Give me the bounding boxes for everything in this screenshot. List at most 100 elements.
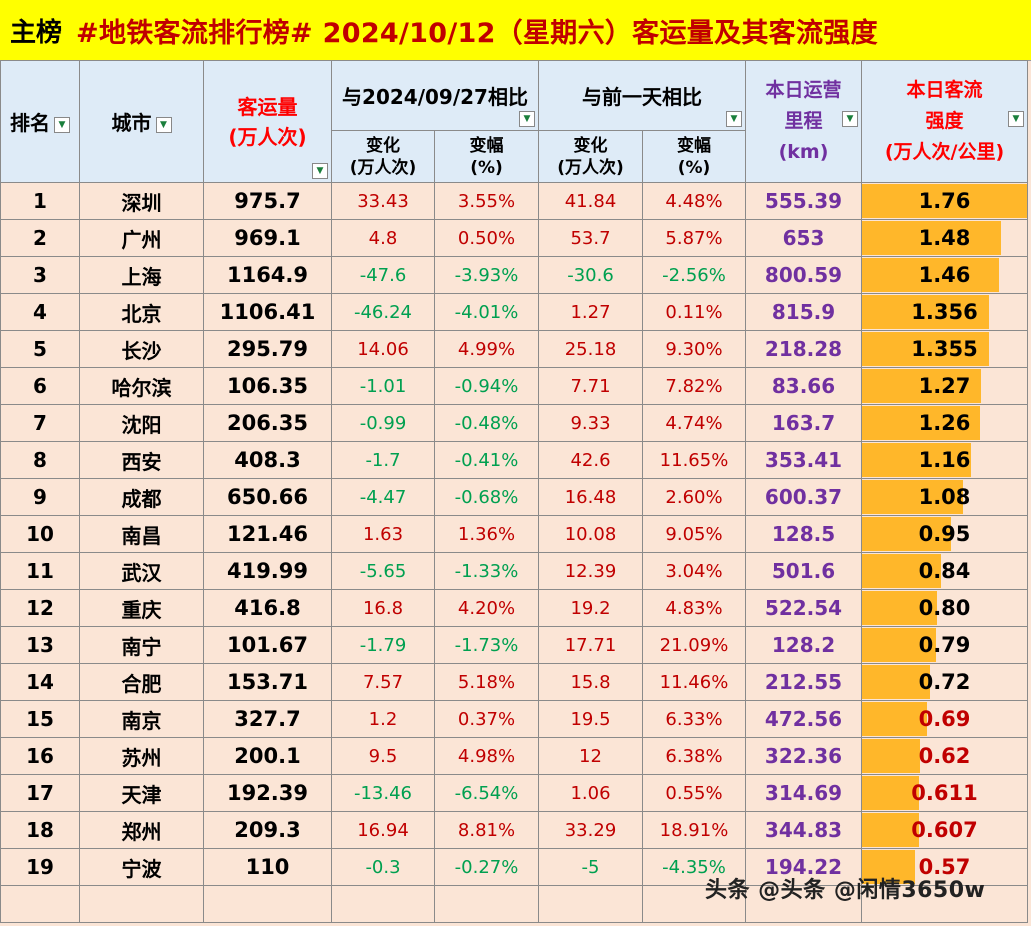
change-vs-prev-cell: 33.29 (538, 811, 643, 849)
change-vs-date-cell: -13.46 (331, 774, 435, 812)
intensity-cell: 1.16 (861, 441, 1028, 479)
intensity-bar (862, 221, 1001, 255)
intensity-cell: 1.26 (861, 404, 1028, 442)
rank-cell: 12 (0, 589, 80, 627)
pct-vs-prev-cell: 6.38% (642, 737, 746, 775)
change-vs-date-cell: -1.01 (331, 367, 435, 405)
passengers-cell: 419.99 (203, 552, 332, 590)
col-header-city: 城市 ▼ (79, 60, 204, 183)
filter-dropdown-icon[interactable]: ▼ (54, 116, 70, 133)
filter-dropdown-icon[interactable]: ▼ (842, 111, 858, 127)
city-cell: 南昌 (79, 515, 204, 553)
filter-dropdown-icon[interactable]: ▼ (1008, 111, 1024, 127)
filter-dropdown-icon[interactable]: ▼ (155, 116, 172, 133)
pct-vs-date-cell: 5.18% (434, 663, 539, 701)
change-vs-date-cell: 1.63 (331, 515, 435, 553)
pct-vs-date-cell: 0.50% (434, 219, 539, 257)
city-cell: 武汉 (79, 552, 204, 590)
pct-vs-date-cell: -1.33% (434, 552, 539, 590)
filter-dropdown-icon[interactable]: ▼ (519, 111, 535, 127)
intensity-cell: 1.355 (861, 330, 1028, 368)
intensity-value: 0.611 (911, 781, 978, 805)
mileage-cell: 815.9 (745, 293, 862, 331)
passengers-cell: 206.35 (203, 404, 332, 442)
city-cell: 苏州 (79, 737, 204, 775)
intensity-value: 0.57 (918, 855, 971, 879)
col-header-pct-2: 变幅 (%) (642, 130, 746, 183)
pct-vs-date-cell: 4.98% (434, 737, 539, 775)
intensity-cell: 1.356 (861, 293, 1028, 331)
table-row: 5 长沙 295.79 14.06 4.99% 25.18 9.30% 218.28 1.355 (0, 330, 1028, 368)
city-cell: 广州 (79, 219, 204, 257)
rank-cell: 2 (0, 219, 80, 257)
city-cell: 哈尔滨 (79, 367, 204, 405)
mileage-cell: 472.56 (745, 700, 862, 738)
change-vs-prev-cell: 10.08 (538, 515, 643, 553)
col-header-intensity: 本日客流 强度 (万人次/公里) ▼ (861, 60, 1028, 183)
col-header-change-1: 变化 (万人次) (331, 130, 435, 183)
col-header-change-2: 变化 (万人次) (538, 130, 643, 183)
mileage-cell: 163.7 (745, 404, 862, 442)
city-cell: 北京 (79, 293, 204, 331)
pct-vs-date-cell: -0.48% (434, 404, 539, 442)
change-vs-date-cell: 14.06 (331, 330, 435, 368)
title-bar: 主榜 #地铁客流排行榜# 2024/10/12（星期六）客运量及其客流强度 (0, 0, 1031, 61)
change-vs-prev-cell: 16.48 (538, 478, 643, 516)
passengers-cell: 1106.41 (203, 293, 332, 331)
rank-cell: 11 (0, 552, 80, 590)
col-header-pct-1: 变幅 (%) (434, 130, 539, 183)
mileage-cell: 128.5 (745, 515, 862, 553)
passengers-cell: 1164.9 (203, 256, 332, 294)
table-row-empty (0, 885, 1028, 923)
rank-cell: 14 (0, 663, 80, 701)
intensity-bar (862, 406, 981, 440)
passengers-cell: 192.39 (203, 774, 332, 812)
intensity-cell: 0.611 (861, 774, 1028, 812)
change-vs-date-cell: -5.65 (331, 552, 435, 590)
intensity-cell: 0.80 (861, 589, 1028, 627)
pct-vs-prev-cell: 5.87% (642, 219, 746, 257)
intensity-bar (862, 184, 1027, 218)
intensity-bar (862, 369, 982, 403)
intensity-bar (862, 332, 990, 366)
mileage-cell: 522.54 (745, 589, 862, 627)
passengers-cell: 327.7 (203, 700, 332, 738)
pct-vs-prev-cell: 3.04% (642, 552, 746, 590)
intensity-cell: 1.76 (861, 182, 1028, 220)
change-vs-date-cell: 1.2 (331, 700, 435, 738)
intensity-bar (862, 702, 927, 736)
intensity-bar (862, 813, 919, 847)
intensity-value: 1.356 (911, 300, 978, 324)
rank-cell: 19 (0, 848, 80, 886)
filter-dropdown-icon[interactable]: ▼ (726, 111, 742, 127)
intensity-cell: 0.69 (861, 700, 1028, 738)
change-vs-date-cell: 33.43 (331, 182, 435, 220)
pct-vs-date-cell: -0.41% (434, 441, 539, 479)
pct-vs-prev-cell: 7.82% (642, 367, 746, 405)
filter-dropdown-icon[interactable]: ▼ (312, 163, 328, 179)
intensity-bar (862, 554, 941, 588)
intensity-bar (862, 739, 921, 773)
rank-cell: 9 (0, 478, 80, 516)
city-cell: 西安 (79, 441, 204, 479)
mileage-cell: 555.39 (745, 182, 862, 220)
pct-vs-date-cell: -4.01% (434, 293, 539, 331)
intensity-value: 0.62 (918, 744, 971, 768)
intensity-bar (862, 480, 964, 514)
change-vs-date-cell: 16.8 (331, 589, 435, 627)
passengers-cell: 408.3 (203, 441, 332, 479)
intensity-value: 1.08 (918, 485, 971, 509)
pct-vs-date-cell: 4.20% (434, 589, 539, 627)
table-row: 1 深圳 975.7 33.43 3.55% 41.84 4.48% 555.39 1.76 (0, 182, 1028, 220)
mileage-cell: 353.41 (745, 441, 862, 479)
intensity-value: 0.95 (918, 522, 971, 546)
mileage-cell: 212.55 (745, 663, 862, 701)
mileage-cell: 83.66 (745, 367, 862, 405)
table-row: 13 南宁 101.67 -1.79 -1.73% 17.71 21.09% 128.2 0.7… (0, 626, 1028, 664)
col-header-passengers: 客运量 (万人次) ▼ (203, 60, 332, 183)
city-cell: 成都 (79, 478, 204, 516)
rank-cell: 13 (0, 626, 80, 664)
ranking-table: 排名 ▼ 城市 ▼ 客运量 (万人次) ▼ 与2024/09/27相比 ▼ 与前一天相… (0, 60, 1028, 923)
passengers-cell: 106.35 (203, 367, 332, 405)
city-cell: 沈阳 (79, 404, 204, 442)
